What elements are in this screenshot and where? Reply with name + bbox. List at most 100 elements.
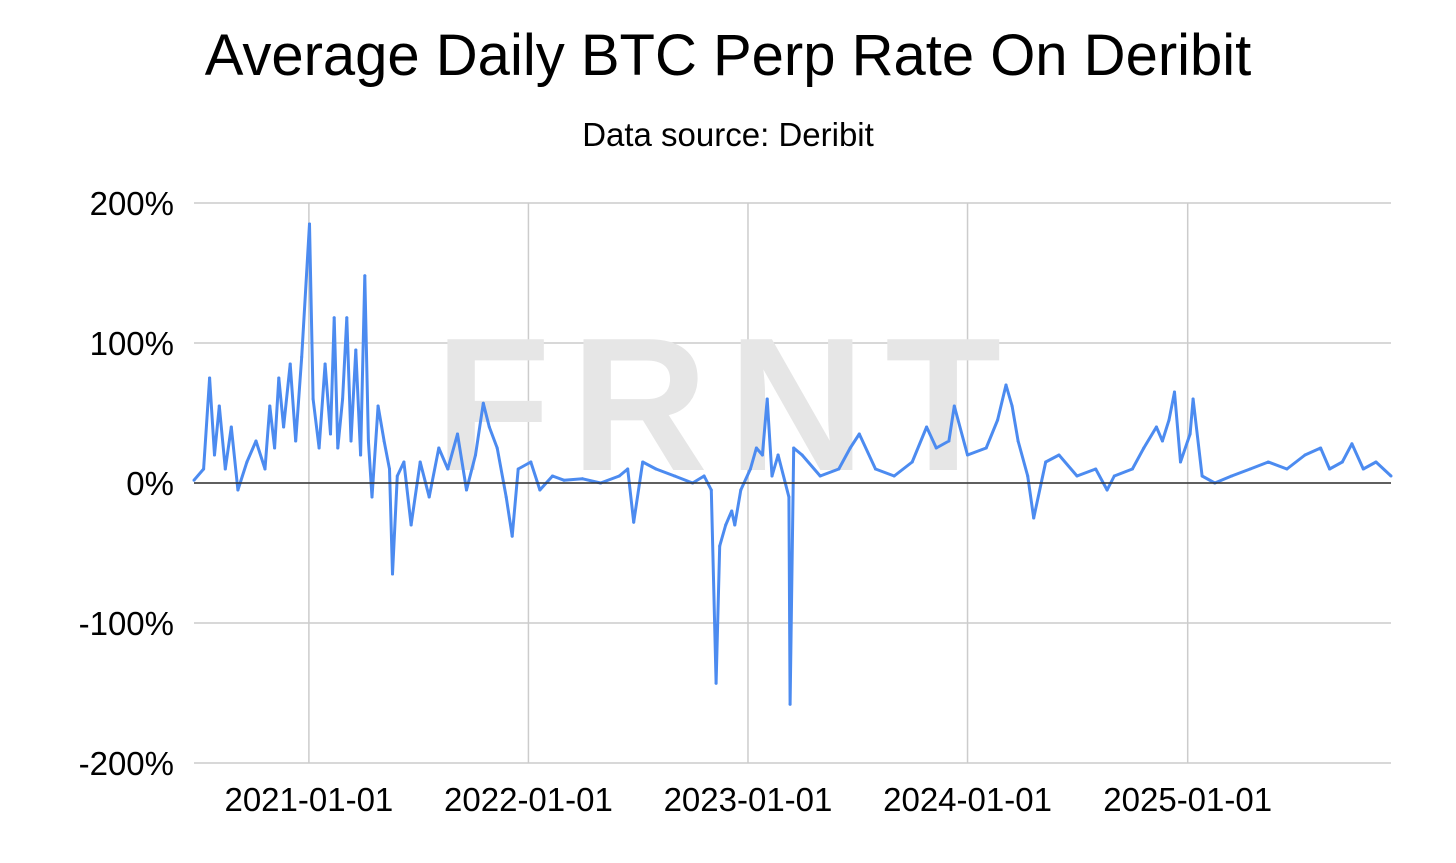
data-point [300, 355, 304, 359]
data-point [617, 474, 621, 478]
data-point [1350, 442, 1354, 446]
y-tick-label: 200% [90, 185, 174, 222]
x-tick-label: 2022-01-01 [444, 781, 613, 818]
data-point [1178, 460, 1182, 464]
data-point [263, 467, 267, 471]
data-point [363, 274, 367, 278]
y-tick-label: 0% [126, 465, 174, 502]
series-line [192, 222, 1393, 706]
data-point [654, 467, 658, 471]
data-point [354, 348, 358, 352]
data-point [236, 488, 240, 492]
data-point [724, 523, 728, 527]
data-point [332, 316, 336, 320]
data-point [792, 446, 796, 450]
data-point [857, 432, 861, 436]
data-point [709, 488, 713, 492]
data-point [947, 439, 951, 443]
data-point [487, 425, 491, 429]
data-point [996, 418, 1000, 422]
data-point [349, 439, 353, 443]
y-tick-label: -200% [79, 745, 174, 782]
data-point [446, 467, 450, 471]
data-point [1248, 467, 1252, 471]
data-point [294, 439, 298, 443]
data-point [1172, 390, 1176, 394]
data-point [317, 446, 321, 450]
data-point [748, 467, 752, 471]
data-point [395, 474, 399, 478]
data-point [765, 397, 769, 401]
data-point [387, 467, 391, 471]
data-point [208, 376, 212, 380]
data-point [1075, 474, 1079, 478]
data-point [504, 495, 508, 499]
data-point [1374, 460, 1378, 464]
data-point [529, 460, 533, 464]
data-point [192, 478, 196, 482]
data-point [1112, 474, 1116, 478]
data-point [345, 316, 349, 320]
data-point [1361, 467, 1365, 471]
data-point [311, 397, 315, 401]
data-point [714, 681, 718, 685]
data-point [307, 222, 311, 226]
data-point [910, 460, 914, 464]
data-point [848, 446, 852, 450]
data-point [474, 453, 478, 457]
data-point [464, 488, 468, 492]
data-point [538, 488, 542, 492]
data-point [288, 362, 292, 366]
data-point [1016, 439, 1020, 443]
data-point [702, 474, 706, 478]
data-point [455, 432, 459, 436]
data-point [202, 467, 206, 471]
data-point [1142, 446, 1146, 450]
data-point [1094, 467, 1098, 471]
data-point [282, 425, 286, 429]
data-point [366, 439, 370, 443]
data-point [1285, 467, 1289, 471]
data-point [733, 523, 737, 527]
data-point [402, 460, 406, 464]
data-point [787, 495, 791, 499]
data-point [1188, 432, 1192, 436]
data-point [1191, 397, 1195, 401]
data-point [336, 446, 340, 450]
data-point [409, 523, 413, 527]
data-point [730, 509, 734, 513]
data-point [481, 401, 485, 405]
data-point [754, 446, 758, 450]
data-point [323, 362, 327, 366]
data-point [1328, 467, 1332, 471]
data-point [892, 474, 896, 478]
data-point [1340, 460, 1344, 464]
data-point [874, 467, 878, 471]
data-point [341, 397, 345, 401]
data-point [837, 467, 841, 471]
data-point [1319, 446, 1323, 450]
data-point [329, 432, 333, 436]
data-point [739, 488, 743, 492]
data-point [277, 376, 281, 380]
data-point [510, 534, 514, 538]
watermark-text: FRNT [435, 299, 1022, 511]
data-point [1154, 425, 1158, 429]
data-point [1389, 474, 1393, 478]
data-point [1010, 404, 1014, 408]
chart-subtitle: Data source: Deribit [582, 116, 874, 153]
data-point [273, 446, 277, 450]
data-point [418, 460, 422, 464]
data-point [966, 453, 970, 457]
data-point [390, 572, 394, 576]
data-point [254, 439, 258, 443]
data-point [673, 474, 677, 478]
data-point [1303, 453, 1307, 457]
data-point [229, 425, 233, 429]
data-point [217, 404, 221, 408]
data-point [1044, 460, 1048, 464]
data-point [818, 474, 822, 478]
data-point [437, 446, 441, 450]
data-point [1167, 418, 1171, 422]
data-point [376, 404, 380, 408]
